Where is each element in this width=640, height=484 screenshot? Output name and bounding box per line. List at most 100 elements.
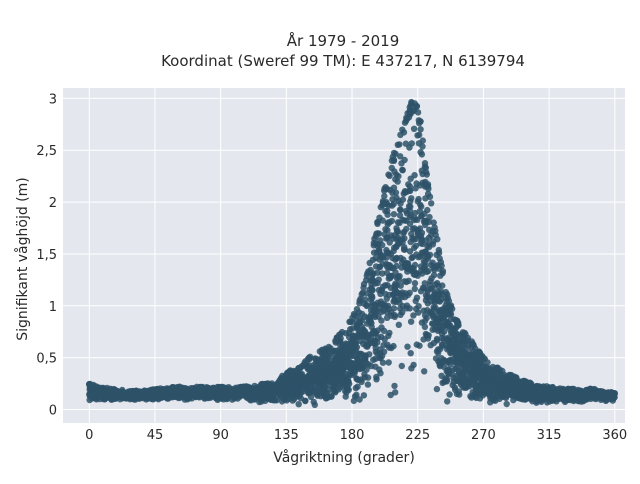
data-point [592,386,599,394]
data-point [387,232,395,239]
data-point [397,311,404,318]
data-point [332,376,339,383]
data-point [317,393,324,400]
data-point [220,384,227,391]
data-point [240,383,248,390]
data-point [356,365,363,373]
data-point [286,380,294,387]
data-point [248,392,255,400]
data-point [437,326,444,333]
data-point [292,377,299,384]
data-point [436,255,443,262]
data-point [169,384,177,391]
data-point [449,381,456,389]
data-point [442,306,450,314]
data-point [476,350,483,358]
chart-title: År 1979 - 2019 [287,31,400,50]
data-point [374,220,381,227]
data-point [487,372,495,380]
data-point [472,367,479,375]
data-point [421,263,428,271]
data-point [422,297,430,304]
data-point [415,309,422,316]
data-point [455,388,462,395]
data-point [419,143,426,150]
data-point [384,221,391,228]
data-point [120,390,127,398]
data-point [345,371,353,378]
data-point [403,302,411,309]
data-point [383,235,390,242]
y-tick-label: 2 [49,196,57,211]
data-point [239,389,247,396]
data-point [454,377,461,384]
data-point [332,357,339,364]
data-point [431,266,438,274]
data-point [384,249,391,257]
data-point [335,386,342,393]
data-point [427,261,435,269]
data-point [265,395,272,402]
data-point [394,273,402,280]
data-point [444,338,452,345]
data-point [369,329,376,337]
data-point [424,206,431,214]
data-point [393,225,400,232]
data-point [397,200,404,207]
data-point [511,374,519,381]
data-point [481,388,489,395]
data-point [417,126,424,133]
data-point [539,391,546,398]
data-point [388,157,396,164]
x-tick-label: 135 [274,428,299,443]
data-point [310,377,317,384]
data-point [356,396,363,403]
data-point [464,334,472,342]
data-point [382,226,389,233]
y-tick-label: 3 [49,92,57,107]
data-point [453,330,460,337]
data-point [428,200,435,207]
data-point [385,359,392,366]
data-point [197,383,204,391]
data-point [406,144,413,151]
data-point [435,297,442,305]
data-point [568,391,576,398]
data-point [503,391,510,398]
data-point [444,398,451,405]
data-point [406,220,414,227]
data-point [358,317,366,324]
data-point [297,371,304,379]
data-point [466,380,474,387]
data-point [140,388,147,395]
data-point [393,262,400,270]
data-point [481,372,489,379]
data-point [367,296,374,303]
x-tick-label: 0 [85,428,93,443]
data-point [273,381,280,388]
data-point [364,343,371,350]
data-point [432,304,439,311]
data-point [408,365,415,372]
data-point [395,321,402,328]
data-point [425,332,432,339]
data-point [503,400,510,408]
data-point [380,307,387,314]
data-point [377,370,384,377]
data-point [416,342,423,349]
x-tick-label: 315 [537,428,562,443]
data-point [401,217,408,224]
data-point [422,164,429,171]
data-point [262,380,269,388]
data-point [410,125,418,132]
data-point [490,378,498,385]
x-tick-label: 270 [471,428,496,443]
data-point [409,225,416,233]
data-point [330,388,337,395]
data-point [438,314,446,322]
data-point [387,309,395,316]
data-point [235,384,242,391]
data-point [345,378,352,385]
